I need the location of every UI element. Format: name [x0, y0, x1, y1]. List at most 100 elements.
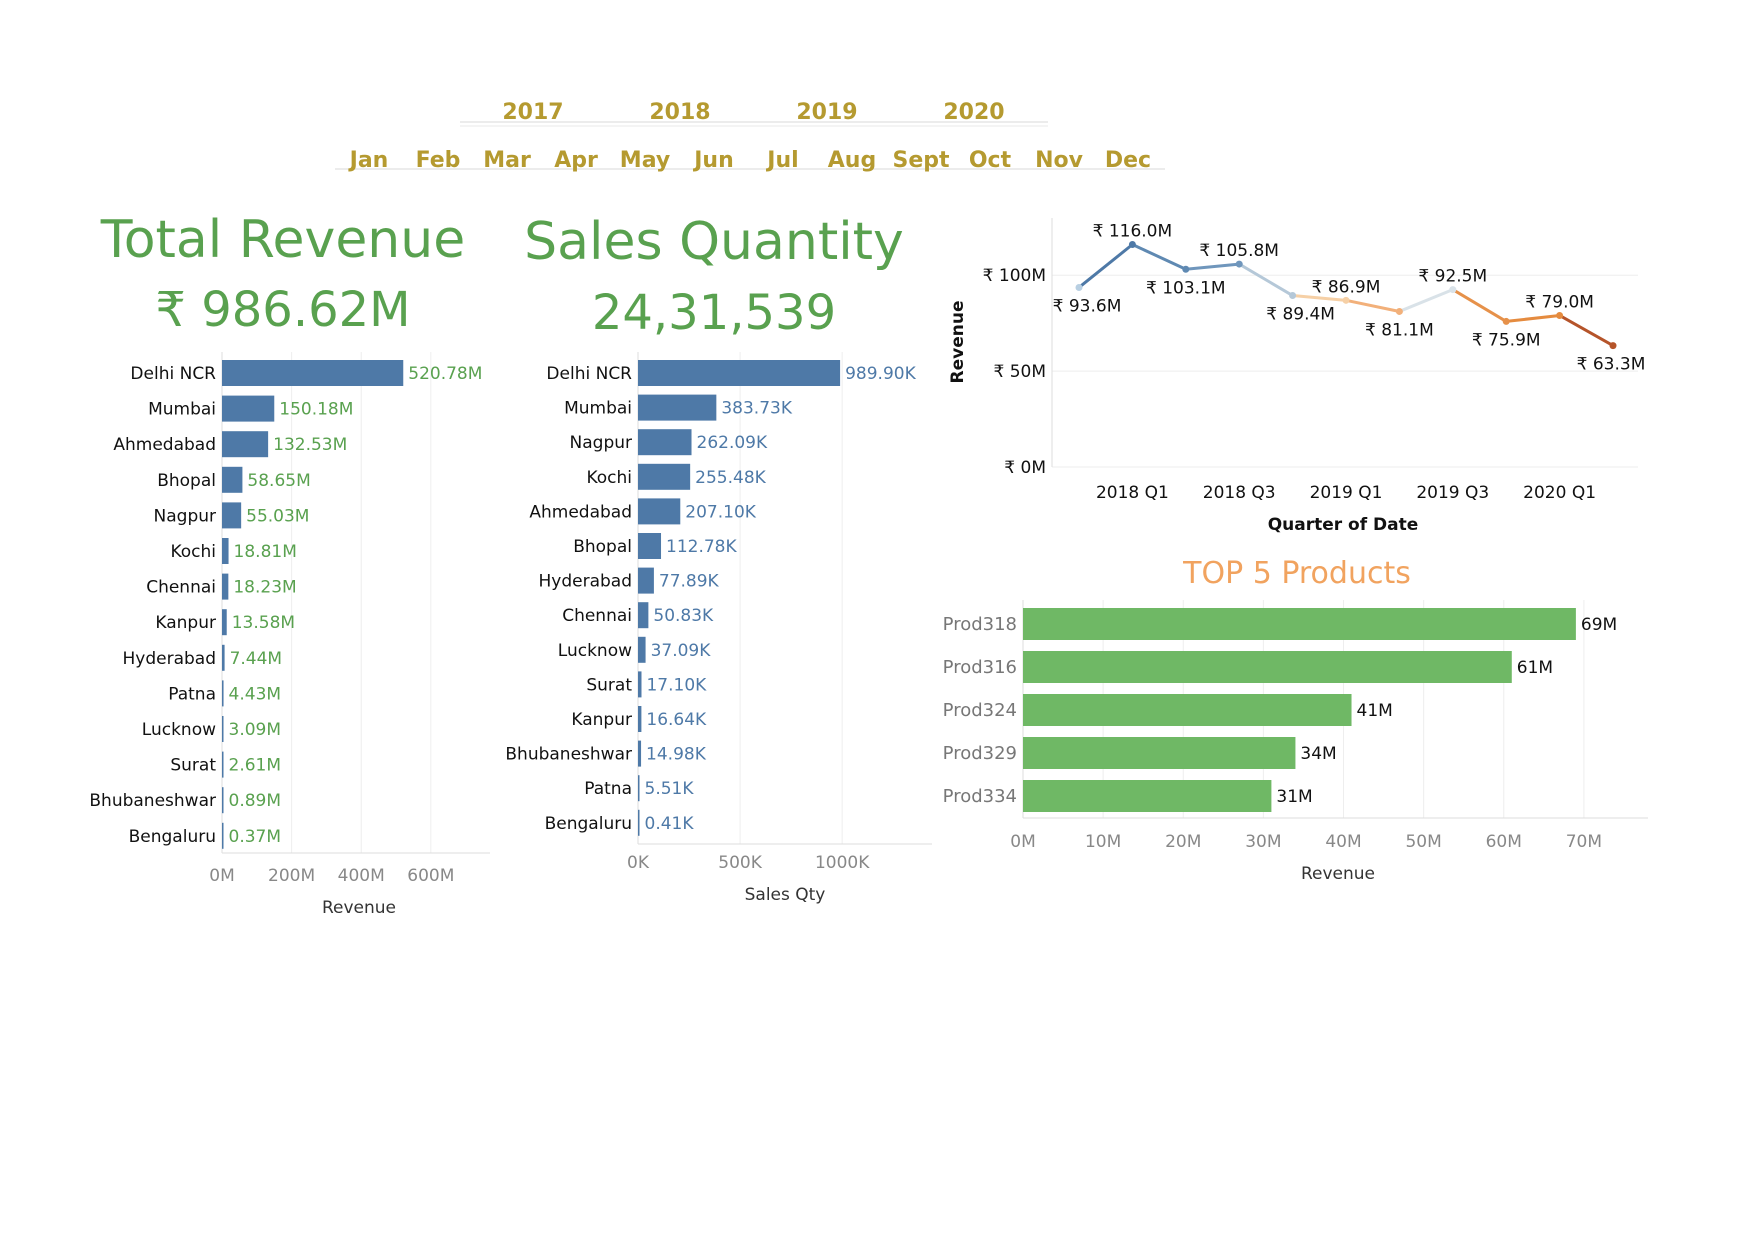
bar[interactable] [638, 602, 649, 629]
bar[interactable] [1023, 737, 1296, 769]
bar[interactable] [1023, 608, 1576, 640]
bar[interactable] [638, 533, 662, 559]
month-filter-sept[interactable]: Sept [892, 148, 950, 173]
x-tick-label: 2019 Q1 [1310, 483, 1383, 503]
bar[interactable] [638, 463, 691, 490]
bar[interactable] [222, 573, 229, 600]
x-tick-label: 500K [718, 853, 762, 873]
data-label: ₹ 75.9M [1472, 330, 1541, 350]
month-filter-jun[interactable]: Jun [692, 148, 734, 173]
data-label: 55.03M [246, 506, 309, 526]
revenue-trend-chart: ₹ 0M ₹ 50M ₹ 100M 2018 Q1 2018 Q3 2019 Q1 2019… [948, 218, 1645, 535]
month-filter-oct[interactable]: Oct [969, 148, 1012, 173]
month-filter-jul[interactable]: Jul [765, 148, 798, 173]
data-label: 2.61M [229, 756, 282, 776]
category-label: Prod324 [943, 700, 1017, 721]
month-filter-nov[interactable]: Nov [1035, 148, 1084, 173]
bar[interactable] [638, 567, 654, 594]
bar[interactable] [222, 716, 224, 742]
bar[interactable] [222, 644, 225, 671]
data-label: 37.09K [651, 641, 712, 661]
line-segment [1184, 262, 1241, 271]
data-label: 34M [1300, 744, 1336, 764]
x-tick-label: 30M [1245, 832, 1281, 852]
bar[interactable] [638, 394, 717, 421]
bar[interactable] [638, 360, 841, 386]
bar[interactable] [222, 787, 224, 814]
line-point[interactable] [1556, 311, 1564, 319]
bar[interactable] [638, 740, 642, 767]
kpi-revenue-value: ₹ 986.62M [155, 282, 410, 338]
bar[interactable] [1023, 694, 1352, 726]
bar[interactable] [222, 822, 224, 849]
category-label: Delhi NCR [546, 364, 632, 384]
month-filter-aug[interactable]: Aug [828, 148, 876, 173]
data-label: 4.43M [229, 684, 282, 704]
data-label: 0.41K [645, 814, 695, 834]
bar[interactable] [222, 502, 242, 529]
line-point[interactable] [1128, 241, 1136, 249]
category-label: Prod329 [943, 743, 1017, 764]
category-label: Ahmedabad [529, 502, 632, 522]
bar[interactable] [222, 395, 275, 422]
category-label: Kochi [586, 468, 632, 488]
bar[interactable] [222, 751, 224, 778]
month-filter-apr[interactable]: Apr [554, 148, 598, 173]
line-segment [1077, 243, 1134, 289]
line-point[interactable] [1609, 342, 1617, 350]
bar[interactable] [222, 680, 224, 707]
bar[interactable] [638, 671, 642, 698]
bar[interactable] [638, 498, 681, 525]
year-filter-2017[interactable]: 2017 [502, 100, 563, 125]
x-tick-label: 20M [1165, 832, 1201, 852]
line-point[interactable] [1182, 265, 1190, 273]
bar[interactable] [222, 466, 243, 493]
data-label: 150.18M [279, 400, 353, 420]
bar[interactable] [222, 538, 229, 564]
line-point[interactable] [1449, 286, 1457, 294]
bar[interactable] [1023, 651, 1512, 683]
x-tick-label: 70M [1566, 832, 1602, 852]
bar[interactable] [638, 429, 692, 456]
bar[interactable] [638, 809, 640, 836]
line-point[interactable] [1235, 260, 1243, 268]
data-label: ₹ 105.8M [1199, 241, 1279, 261]
x-tick-label: 600M [407, 866, 454, 886]
bar[interactable] [222, 609, 227, 636]
month-filter-mar[interactable]: Mar [483, 148, 531, 173]
x-tick-label: 10M [1085, 832, 1121, 852]
line-point[interactable] [1289, 292, 1297, 300]
bar[interactable] [222, 431, 269, 458]
data-label: 112.78K [666, 537, 737, 557]
bar[interactable] [222, 360, 404, 386]
y-axis-title: Revenue [948, 301, 968, 384]
data-label: 520.78M [408, 364, 482, 384]
bar[interactable] [638, 775, 640, 802]
top5-title: TOP 5 Products [1182, 556, 1411, 591]
month-filter-feb[interactable]: Feb [416, 148, 461, 173]
line-point[interactable] [1075, 283, 1083, 291]
data-label: 0.37M [229, 827, 282, 847]
line-point[interactable] [1395, 307, 1403, 315]
line-point[interactable] [1502, 317, 1510, 325]
bar[interactable] [1023, 780, 1272, 812]
month-filter-dec[interactable]: Dec [1105, 148, 1151, 173]
category-label: Lucknow [142, 720, 216, 740]
bar[interactable] [638, 636, 646, 663]
bar[interactable] [638, 706, 642, 732]
year-filter-2019[interactable]: 2019 [796, 100, 857, 125]
data-label: 207.10K [685, 502, 756, 522]
category-label: Nagpur [570, 433, 632, 453]
category-label: Prod318 [943, 614, 1017, 635]
month-filter-may[interactable]: May [620, 148, 670, 173]
x-tick-label: 2020 Q1 [1523, 483, 1596, 503]
x-tick-label: 0K [627, 853, 650, 873]
x-tick-label: 50M [1405, 832, 1441, 852]
year-filter-2020[interactable]: 2020 [943, 100, 1004, 125]
month-filter-jan[interactable]: Jan [348, 148, 389, 173]
line-point[interactable] [1342, 296, 1350, 304]
year-filter-2018[interactable]: 2018 [649, 100, 710, 125]
x-axis-title: Revenue [322, 898, 396, 918]
line-segment [1504, 313, 1562, 323]
x-axis-title: Quarter of Date [1268, 515, 1419, 535]
